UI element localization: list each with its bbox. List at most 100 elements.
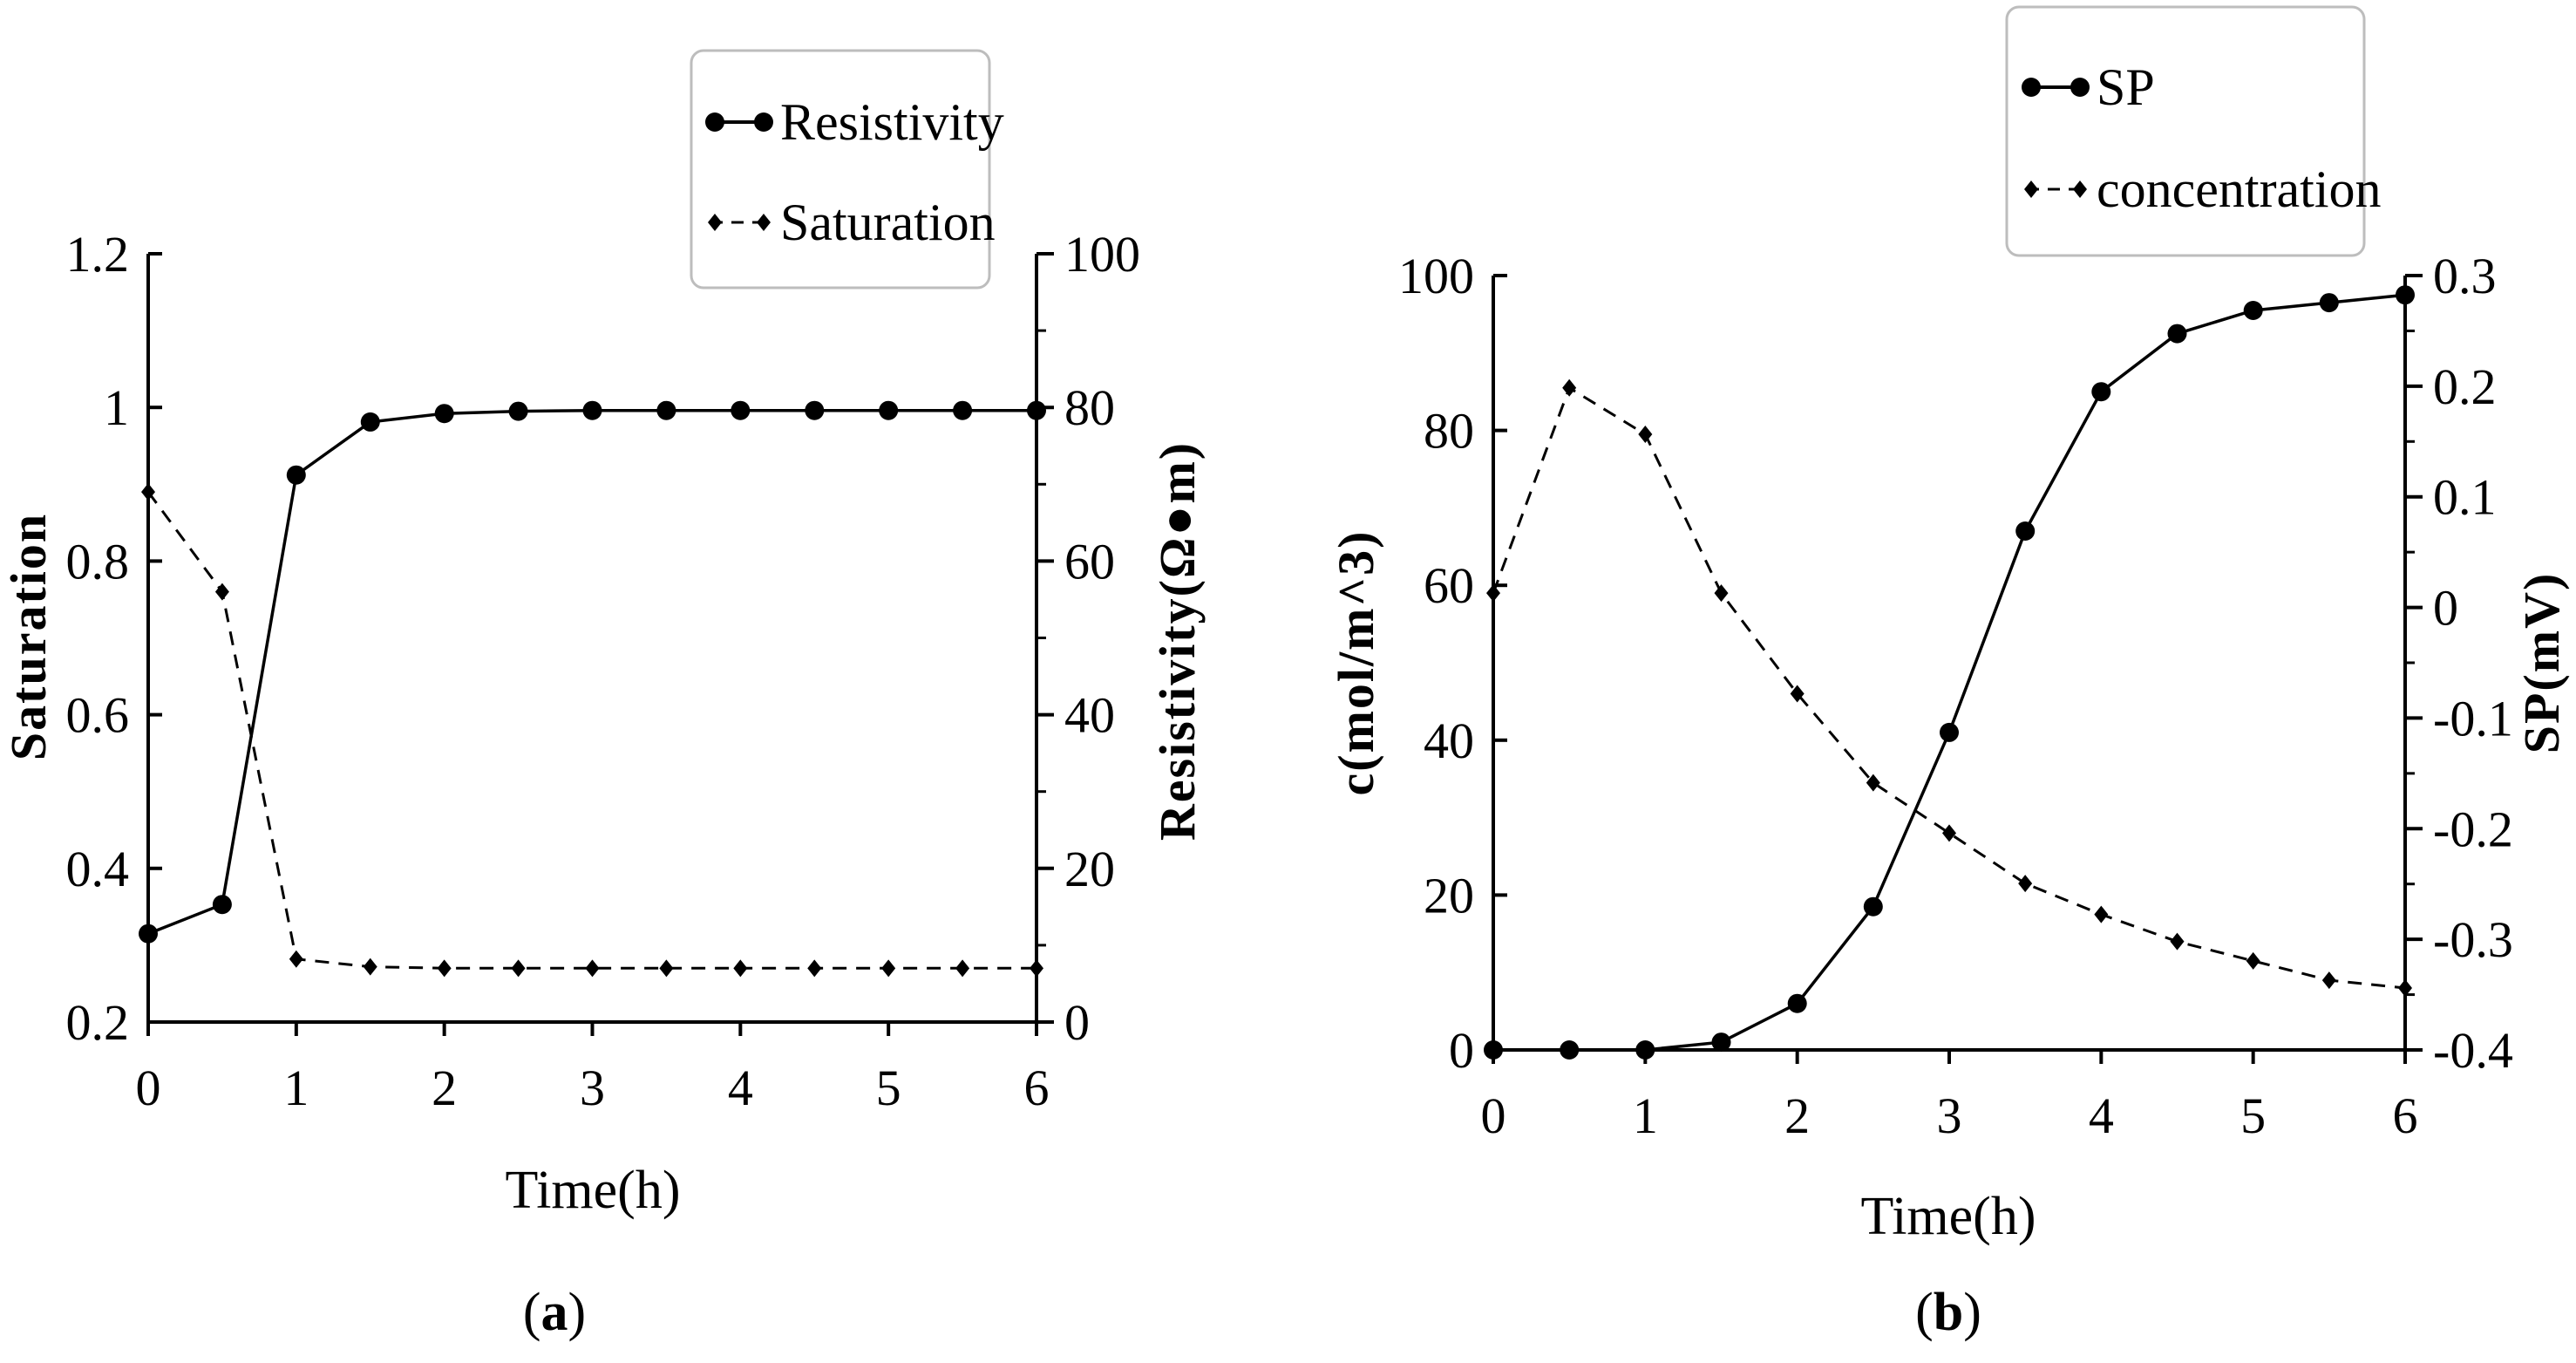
legend: Resistivity Saturation <box>690 49 1004 290</box>
data-point-concentration <box>2094 905 2109 923</box>
data-point-sp <box>1635 1040 1655 1060</box>
left-y-ticks: 0.2 0.4 0.6 0.8 1 1.2 <box>66 226 162 1051</box>
right-y-tick-label: 0 <box>2433 580 2458 637</box>
data-point-resistivity <box>212 895 232 915</box>
data-point-sp <box>1787 993 1807 1013</box>
series-line-resistivity <box>147 408 1037 936</box>
left-y-tick-label: 0.8 <box>66 533 130 589</box>
data-point-saturation <box>807 959 822 978</box>
right-y-tick-label: -0.3 <box>2433 911 2513 968</box>
x-tick-label: 1 <box>283 1060 309 1116</box>
x-tick-label: 0 <box>1481 1087 1506 1144</box>
left-y-tick-label: 40 <box>1424 712 1474 769</box>
left-y-tick-label: 60 <box>1424 557 1474 614</box>
data-point-sp <box>2091 382 2111 402</box>
data-point-concentration <box>1714 584 1729 603</box>
right-y-tick-label: -0.4 <box>2433 1022 2513 1079</box>
legend: SP concentration <box>2005 5 2382 257</box>
right-y-ticks: 0 20 40 60 80 100 <box>1037 226 1140 1051</box>
panel-label-a: (a) <box>523 1283 586 1342</box>
data-point-resistivity <box>360 412 380 432</box>
series-line-sp <box>1493 293 2406 1052</box>
right-y-tick-label: 60 <box>1064 533 1115 589</box>
data-point-resistivity <box>656 400 676 420</box>
data-point-resistivity <box>582 400 602 420</box>
data-point-saturation <box>214 583 229 601</box>
data-point-concentration <box>2398 978 2412 997</box>
x-tick-label: 2 <box>432 1060 457 1116</box>
right-y-tick-label: 80 <box>1064 379 1115 436</box>
data-point-resistivity <box>1027 400 1046 420</box>
x-tick-label: 6 <box>2393 1087 2418 1144</box>
data-point-saturation <box>141 483 155 501</box>
data-point-saturation <box>437 959 452 978</box>
data-point-resistivity <box>434 404 454 424</box>
data-point-sp <box>1560 1040 1580 1060</box>
right-y-axis-title: SP(mV) <box>2513 572 2570 754</box>
series-layer <box>1484 285 2415 1060</box>
right-y-ticks: -0.4 -0.3 -0.2 -0.1 0 0.1 0.2 0.3 <box>2405 248 2513 1079</box>
panel-label-b: (b) <box>1915 1283 1981 1342</box>
x-tick-label: 6 <box>1024 1060 1050 1116</box>
right-y-tick-label: 0 <box>1064 994 1090 1051</box>
left-y-tick-label: 1 <box>104 379 129 436</box>
legend-label-resistivity: Resistivity <box>780 93 1004 151</box>
right-y-tick-label: 0.1 <box>2433 469 2497 526</box>
left-y-tick-label: 20 <box>1424 867 1474 923</box>
panel-letter-b: b <box>1934 1283 1963 1342</box>
data-point-concentration <box>2170 932 2185 951</box>
data-point-saturation <box>733 959 748 978</box>
legend-item-resistivity: Resistivity <box>705 93 1004 151</box>
right-y-tick-label: 0.3 <box>2433 248 2497 304</box>
right-y-axis-title: Resistivity(Ω●m) <box>1149 441 1206 841</box>
data-point-saturation <box>289 950 303 968</box>
x-tick-label: 1 <box>1633 1087 1658 1144</box>
legend-box <box>2005 5 2366 257</box>
x-tick-label: 2 <box>1784 1087 1810 1144</box>
left-y-tick-label: 0.2 <box>66 994 130 1051</box>
data-point-sp <box>2015 521 2036 541</box>
left-y-axis-title: Saturation <box>0 513 57 760</box>
left-y-tick-label: 100 <box>1398 248 1474 304</box>
data-point-concentration <box>1942 824 1956 842</box>
x-axis-title: Time(h) <box>506 1161 681 1220</box>
data-point-resistivity <box>805 400 825 420</box>
legend-item-concentration: concentration <box>2024 160 2382 218</box>
x-ticks: 0 1 2 3 4 5 6 <box>136 1022 1050 1116</box>
x-tick-label: 5 <box>2240 1087 2266 1144</box>
data-point-resistivity <box>286 465 306 485</box>
data-point-saturation <box>1030 959 1043 978</box>
data-point-sp <box>1484 1040 1503 1060</box>
legend-box <box>690 49 991 290</box>
data-point-sp <box>2396 285 2415 305</box>
right-y-tick-label: -0.2 <box>2433 801 2513 857</box>
legend-label-saturation: Saturation <box>780 194 996 251</box>
x-tick-label: 4 <box>728 1060 753 1116</box>
data-point-saturation <box>511 959 526 978</box>
data-point-concentration <box>1486 584 1500 603</box>
data-point-saturation <box>955 959 970 978</box>
right-y-tick-label: 100 <box>1064 226 1140 283</box>
right-y-tick-label: 40 <box>1064 687 1115 744</box>
legend-item-saturation: Saturation <box>708 194 996 251</box>
left-y-tick-label: 0 <box>1449 1022 1474 1079</box>
data-point-concentration <box>2018 875 2033 893</box>
data-point-sp <box>2167 324 2187 344</box>
x-ticks: 0 1 2 3 4 5 6 <box>1481 1050 2418 1144</box>
data-point-sp <box>1940 722 1959 742</box>
data-point-sp <box>1711 1032 1731 1053</box>
x-tick-label: 4 <box>2089 1087 2114 1144</box>
left-y-tick-label: 1.2 <box>66 226 130 283</box>
data-point-resistivity <box>953 400 973 420</box>
data-point-resistivity <box>508 401 528 421</box>
data-point-saturation <box>585 959 600 978</box>
data-point-saturation <box>659 959 674 978</box>
series-line-concentration <box>1492 385 2406 990</box>
data-point-saturation <box>363 958 377 976</box>
left-y-ticks: 0 20 40 60 80 100 <box>1398 248 1507 1079</box>
chart-panel-a: 0.2 0.4 0.6 0.8 1 1.2 0 20 40 60 80 100 0 1 2 3 4 5 6 Ti… <box>0 49 1206 1342</box>
right-y-tick-label: -0.1 <box>2433 690 2513 746</box>
data-point-concentration <box>1638 426 1653 444</box>
x-tick-label: 0 <box>136 1060 161 1116</box>
